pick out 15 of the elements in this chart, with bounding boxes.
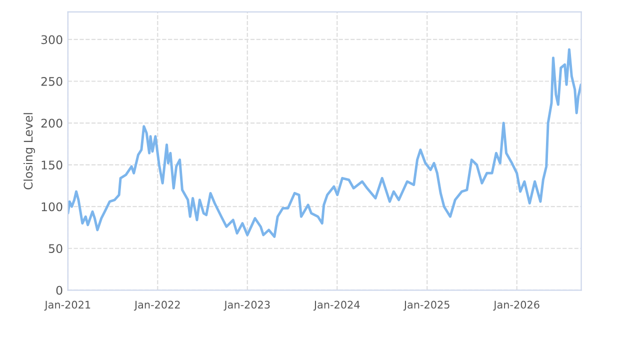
y-axis-title: Closing Level [24,113,35,190]
y-tick-label: 50 [48,244,62,254]
y-tick-label: 200 [41,118,62,128]
x-tick-label: Jan-2023 [224,300,270,311]
y-tick-label: 0 [56,286,62,295]
x-tick-label: Jan-2024 [313,300,360,311]
y-tick-label: 250 [41,76,62,86]
x-tick-label: Jan-2025 [403,300,450,311]
line-series [68,48,582,238]
x-tick-label: Jan-2022 [134,300,180,311]
x-tick-label: Jan-2021 [44,300,90,311]
x-tick-label: Jan-2026 [493,300,540,311]
y-tick-label: 150 [42,160,62,170]
y-tick-label: 100 [42,202,62,212]
y-tick-label: 300 [41,35,62,44]
